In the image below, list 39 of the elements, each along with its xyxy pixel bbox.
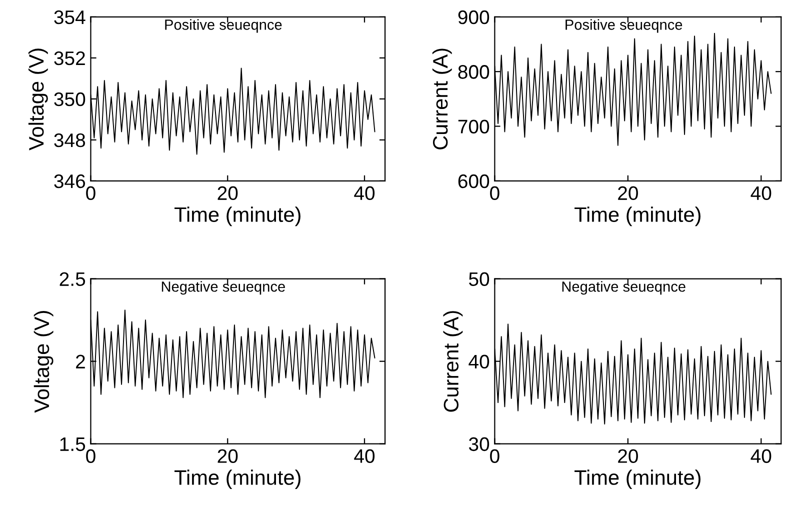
y-tick-label: 900 [458,10,490,24]
x-tick-label: 20 [618,449,638,463]
x-axis-title: Time (minute) [574,470,700,490]
y-axis-title: Current (A) [443,311,463,412]
x-tick-label: 40 [354,186,375,200]
x-tick-label: 40 [750,449,772,463]
y-tick-label: 348 [54,133,86,148]
x-tick-label: 20 [218,186,238,200]
x-tick-label: 0 [86,449,96,463]
x-tick-label: 0 [490,449,500,463]
x-tick-label: 40 [354,449,375,463]
y-tick-label: 2 [76,354,85,368]
y-tick-label: 700 [458,120,490,134]
y-tick-label: 40 [468,354,490,369]
x-tick-label: 40 [750,186,772,200]
y-axis-title: Voltage (V) [34,311,54,413]
y-tick-label: 346 [54,174,86,188]
y-tick-label: 800 [458,65,490,79]
y-tick-label: 30 [468,437,490,452]
annotation: Negative seueqnce [162,281,285,295]
y-tick-label: 600 [458,174,490,188]
x-axis-title: Time (minute) [174,470,300,490]
y-tick-label: 1.5 [60,438,86,452]
x-tick-label: 0 [86,186,96,200]
x-tick-label: 20 [618,186,638,200]
y-tick-label: 2.5 [60,272,86,286]
y-tick-label: 352 [54,51,85,66]
annotation: Negative seueqnce [562,281,686,295]
x-axis-title: Time (minute) [174,206,300,226]
annotation: Positive seueqnce [566,19,682,33]
x-tick-label: 0 [490,186,500,200]
y-tick-label: 354 [54,10,86,24]
y-tick-label: 50 [468,272,490,286]
y-tick-label: 350 [54,92,86,106]
y-axis-title: Current (A) [432,48,452,150]
y-axis-title: Voltage (V) [28,48,48,150]
annotation: Positive seueqnce [165,19,282,33]
x-axis-title: Time (minute) [574,206,700,226]
x-tick-label: 20 [218,449,238,463]
